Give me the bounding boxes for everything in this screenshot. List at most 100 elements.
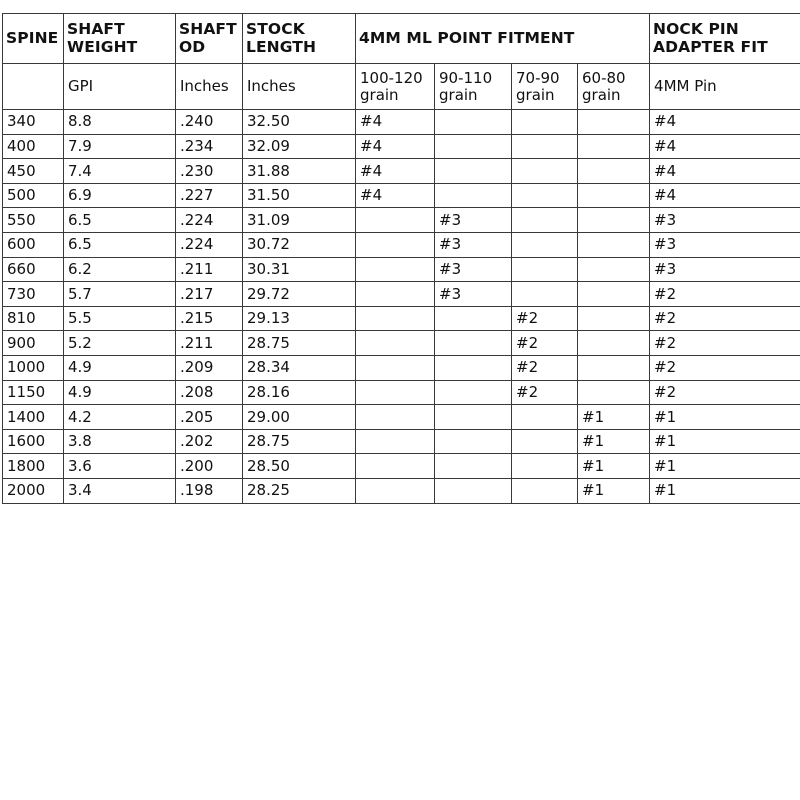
cell-g3 [511, 281, 578, 307]
cell-weight: 6.5 [63, 231, 176, 258]
cell-g2: #3 [434, 256, 512, 283]
table-row: 730 5.7.217 29.72 #3 #2 [2, 281, 800, 307]
cell-g2: #3 [434, 207, 512, 233]
table-row: 2000 3.4.198 28.25 #1 #1 [2, 477, 800, 504]
cell-g2 [434, 158, 512, 184]
cell-length: 28.16 [242, 379, 356, 406]
cell-g1 [355, 354, 435, 381]
subheader-od-inches: Inches [175, 63, 243, 110]
cell-spine: 400 [2, 133, 64, 160]
cell-g3: #2 [511, 354, 578, 381]
cell-nock: #3 [649, 231, 800, 258]
cell-g2 [434, 109, 512, 135]
cell-nock: #4 [649, 158, 800, 184]
cell-length: 28.50 [242, 453, 356, 479]
cell-od: .202 [175, 428, 243, 455]
cell-nock: #4 [649, 182, 800, 209]
cell-g1 [355, 404, 435, 430]
header-group-point-fitment: 4MM ML POINT FITMENT [354, 13, 651, 64]
table-body: 340 8.8.240 32.50 #4 #4 400 7.9.234 32.09 #4 #4 45… [2, 109, 800, 504]
cell-length: 30.31 [242, 256, 356, 283]
header-group-shaft-od: SHAFT OD [175, 13, 243, 64]
cell-g2 [434, 182, 512, 209]
cell-spine: 1000 [2, 354, 64, 381]
cell-length: 28.34 [242, 354, 356, 381]
cell-weight: 6.2 [63, 256, 176, 283]
cell-length: 29.00 [242, 404, 356, 430]
cell-g4: #1 [576, 404, 651, 430]
cell-g1 [355, 379, 435, 406]
cell-od: .211 [175, 330, 243, 356]
cell-spine: 1400 [2, 404, 64, 430]
table-row: 550 6.5.224 31.09 #3 #3 [2, 207, 800, 233]
cell-spine: 550 [2, 207, 64, 233]
cell-g4 [576, 109, 651, 135]
cell-g1 [355, 330, 435, 356]
cell-length: 29.13 [242, 305, 356, 332]
cell-g2: #3 [434, 231, 512, 258]
header-group-stock-length: STOCK LENGTH [242, 13, 356, 64]
cell-nock: #2 [649, 354, 800, 381]
header-subunit-row: GPI Inches Inches 100-120 grain 90-110 g… [2, 63, 800, 110]
subheader-90-110-grain: 90-110 grain [434, 63, 512, 110]
cell-g2 [434, 354, 512, 381]
cell-od: .240 [175, 109, 243, 135]
cell-nock: #2 [649, 379, 800, 406]
cell-od: .208 [175, 379, 243, 406]
cell-g2 [434, 404, 512, 430]
cell-weight: 4.9 [63, 354, 176, 381]
subheader-70-90-grain: 70-90 grain [511, 63, 578, 110]
cell-spine: 600 [2, 231, 64, 258]
cell-g3 [511, 477, 578, 504]
cell-g1: #4 [355, 133, 435, 160]
cell-spine: 500 [2, 182, 64, 209]
cell-weight: 3.4 [63, 477, 176, 504]
subheader-60-80-grain: 60-80 grain [576, 63, 651, 110]
cell-od: .230 [175, 158, 243, 184]
cell-weight: 7.9 [63, 133, 176, 160]
table-row: 660 6.2.211 30.31 #3 #3 [2, 256, 800, 283]
cell-g4 [576, 231, 651, 258]
cell-od: .205 [175, 404, 243, 430]
cell-g3 [511, 109, 578, 135]
cell-weight: 5.7 [63, 281, 176, 307]
cell-g4 [576, 281, 651, 307]
cell-g4 [576, 133, 651, 160]
cell-g3: #2 [511, 379, 578, 406]
cell-length: 32.50 [242, 109, 356, 135]
cell-length: 32.09 [242, 133, 356, 160]
cell-od: .224 [175, 231, 243, 258]
cell-g3 [511, 428, 578, 455]
cell-g1 [355, 305, 435, 332]
table-header: SPINE SHAFT WEIGHT SHAFT OD STOCK LENGTH… [2, 13, 800, 110]
cell-nock: #2 [649, 281, 800, 307]
cell-g1 [355, 231, 435, 258]
cell-g2 [434, 453, 512, 479]
header-group-row: SPINE SHAFT WEIGHT SHAFT OD STOCK LENGTH… [2, 13, 800, 64]
cell-g2 [434, 428, 512, 455]
cell-g4 [576, 330, 651, 356]
cell-g3 [511, 404, 578, 430]
cell-g1 [355, 428, 435, 455]
cell-nock: #3 [649, 256, 800, 283]
cell-spine: 1600 [2, 428, 64, 455]
header-group-nock-pin-adapter-fit: NOCK PIN ADAPTER FIT [649, 13, 800, 64]
table-row: 810 5.5.215 29.13 #2 #2 [2, 305, 800, 332]
subheader-length-inches: Inches [242, 63, 356, 110]
table-row: 1400 4.2.205 29.00 #1 #1 [2, 404, 800, 430]
cell-g4 [576, 256, 651, 283]
cell-g4 [576, 158, 651, 184]
cell-spine: 660 [2, 256, 64, 283]
cell-g2 [434, 379, 512, 406]
cell-spine: 2000 [2, 477, 64, 504]
cell-g3 [511, 133, 578, 160]
table-row: 1600 3.8.202 28.75 #1 #1 [2, 428, 800, 455]
cell-weight: 8.8 [63, 109, 176, 135]
cell-nock: #1 [649, 404, 800, 430]
cell-g4 [576, 305, 651, 332]
cell-nock: #1 [649, 453, 800, 479]
cell-weight: 3.8 [63, 428, 176, 455]
cell-length: 31.09 [242, 207, 356, 233]
cell-g1: #4 [355, 109, 435, 135]
cell-spine: 1800 [2, 453, 64, 479]
